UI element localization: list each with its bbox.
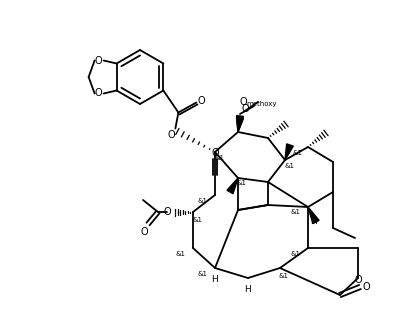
- Text: H: H: [245, 286, 251, 294]
- Text: &1: &1: [279, 273, 289, 279]
- Text: &1: &1: [291, 251, 301, 257]
- Text: &1: &1: [285, 163, 295, 169]
- Text: O: O: [168, 130, 175, 141]
- Text: H: H: [310, 216, 317, 226]
- Text: H: H: [211, 275, 218, 285]
- Text: O: O: [95, 88, 103, 98]
- Text: &1: &1: [291, 209, 301, 215]
- Polygon shape: [236, 115, 244, 132]
- Text: O: O: [211, 148, 219, 158]
- Text: O: O: [164, 207, 171, 217]
- Text: &1: &1: [237, 180, 247, 186]
- Text: &1: &1: [293, 150, 303, 156]
- Text: &1: &1: [193, 217, 203, 223]
- Polygon shape: [227, 178, 238, 194]
- Text: O: O: [198, 96, 205, 106]
- Polygon shape: [285, 144, 293, 160]
- Text: O: O: [239, 97, 247, 107]
- Text: methoxy: methoxy: [247, 101, 277, 107]
- Text: O: O: [362, 282, 370, 292]
- Text: &1: &1: [198, 198, 208, 204]
- Text: &1: &1: [215, 155, 225, 161]
- Polygon shape: [308, 207, 319, 224]
- Polygon shape: [236, 117, 244, 132]
- Text: O: O: [242, 104, 249, 114]
- Text: O: O: [354, 275, 362, 285]
- Text: O: O: [95, 55, 103, 66]
- Text: &1: &1: [176, 251, 186, 257]
- Text: &1: &1: [198, 271, 208, 277]
- Text: O: O: [140, 227, 148, 237]
